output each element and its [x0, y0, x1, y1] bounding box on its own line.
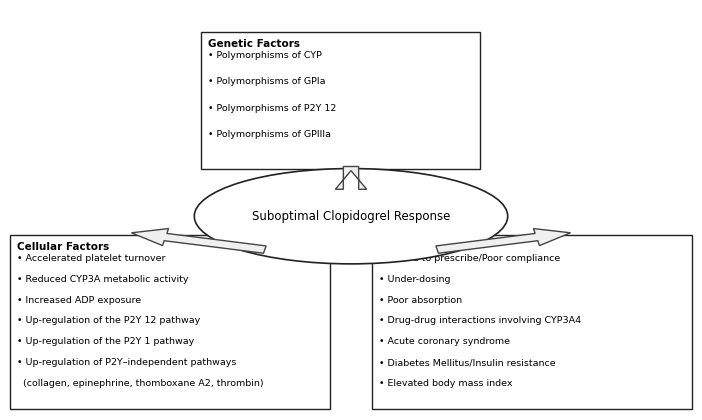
Text: • Failure to prescribe/Poor compliance: • Failure to prescribe/Poor compliance [379, 254, 560, 263]
FancyBboxPatch shape [372, 235, 692, 409]
Text: • Diabetes Mellitus/Insulin resistance: • Diabetes Mellitus/Insulin resistance [379, 358, 555, 367]
Text: • Polymorphisms of GPIa: • Polymorphisms of GPIa [208, 77, 326, 86]
Text: • Polymorphisms of P2Y 12: • Polymorphisms of P2Y 12 [208, 104, 336, 113]
Text: • Polymorphisms of CYP: • Polymorphisms of CYP [208, 51, 322, 60]
Text: • Accelerated platelet turnover: • Accelerated platelet turnover [17, 254, 165, 263]
Text: • Reduced CYP3A metabolic activity: • Reduced CYP3A metabolic activity [17, 275, 188, 284]
Text: Cellular Factors: Cellular Factors [17, 242, 109, 252]
Text: • Up-regulation of the P2Y 1 pathway: • Up-regulation of the P2Y 1 pathway [17, 337, 194, 346]
Text: Suboptimal Clopidogrel Response: Suboptimal Clopidogrel Response [252, 210, 450, 223]
Polygon shape [436, 228, 571, 253]
Text: • Increased ADP exposure: • Increased ADP exposure [17, 296, 141, 304]
Text: • Polymorphisms of GPIIIa: • Polymorphisms of GPIIIa [208, 130, 331, 139]
FancyBboxPatch shape [201, 32, 480, 168]
Polygon shape [336, 166, 366, 189]
FancyBboxPatch shape [10, 235, 330, 409]
Text: • Under-dosing: • Under-dosing [379, 275, 451, 284]
Text: • Up-regulation of P2Y–independent pathways: • Up-regulation of P2Y–independent pathw… [17, 358, 236, 367]
Ellipse shape [194, 168, 508, 264]
Text: Genetic Factors: Genetic Factors [208, 39, 300, 49]
Text: • Elevated body mass index: • Elevated body mass index [379, 379, 512, 388]
Text: • Acute coronary syndrome: • Acute coronary syndrome [379, 337, 510, 346]
Text: • Poor absorption: • Poor absorption [379, 296, 462, 304]
Text: Clinical Factors: Clinical Factors [379, 242, 469, 252]
Text: • Up-regulation of the P2Y 12 pathway: • Up-regulation of the P2Y 12 pathway [17, 316, 200, 326]
Text: (collagen, epinephrine, thomboxane A2, thrombin): (collagen, epinephrine, thomboxane A2, t… [17, 379, 263, 388]
Polygon shape [131, 228, 266, 253]
Text: • Drug-drug interactions involving CYP3A4: • Drug-drug interactions involving CYP3A… [379, 316, 581, 326]
